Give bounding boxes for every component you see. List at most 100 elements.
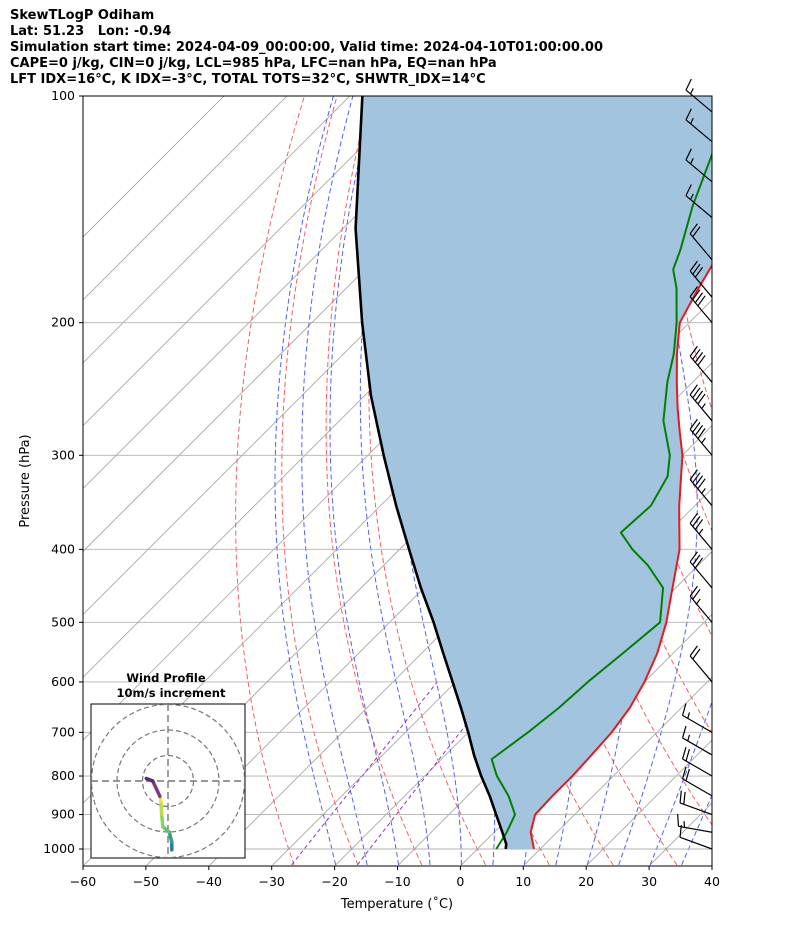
barb-staff [682, 758, 713, 777]
barb-flag [692, 648, 701, 660]
barb-flag [685, 148, 692, 161]
temperature-line [529, 263, 712, 850]
moist-adiabat-line [274, 96, 337, 866]
barb-flag [694, 352, 704, 363]
barb-flag [689, 384, 698, 396]
barb-flag [692, 226, 701, 238]
moist-adiabat-line [649, 700, 712, 866]
x-axis-ticks: −60 −50 −40 −30 −20 −10 0 10 20 30 40 [70, 866, 720, 889]
y-tick-label: 700 [51, 724, 75, 739]
barb-flag [689, 223, 698, 235]
y-axis-ticks: 100 200 300 400 500 600 700 800 900 1000 [43, 88, 83, 856]
dry-adiabat-line [368, 96, 487, 866]
barb-staff [689, 296, 713, 324]
barb-staff [689, 355, 713, 383]
wind-barb [681, 746, 713, 777]
barb-staff [689, 561, 713, 589]
barb-flag [692, 289, 701, 301]
barb-flag [685, 748, 690, 762]
barb-flag [689, 345, 698, 357]
moist-adiabat-line [713, 83, 794, 865]
barb-staff [689, 233, 713, 261]
hodograph-segment [159, 799, 164, 816]
barb-half-flag [696, 598, 701, 605]
barb-flag [694, 475, 704, 487]
barb-half-flag [698, 528, 704, 535]
barb-half-flag [690, 117, 694, 124]
wind-barb [681, 766, 713, 797]
barb-flag [692, 421, 701, 433]
wind-barb [689, 223, 713, 261]
barb-flag [685, 108, 692, 121]
location-line: Lat: 51.23 Lon: -0.94 [10, 24, 172, 39]
barb-flag [692, 263, 701, 275]
barb-flag [689, 512, 698, 524]
convective-indices: CAPE=0 j/kg, CIN=0 j/kg, LCL=985 hPa, LF… [10, 56, 497, 71]
barb-flag [681, 725, 687, 739]
dry-adiabat-line [325, 96, 423, 866]
barb-flag [689, 645, 698, 657]
barb-flag [697, 355, 706, 366]
barb-staff [682, 714, 713, 733]
barb-flag [697, 393, 706, 405]
y-tick-label: 400 [51, 541, 75, 556]
wind-barb [685, 108, 713, 143]
barb-flag [694, 519, 704, 530]
barb-flag [692, 554, 701, 566]
barb-staff [689, 655, 713, 683]
wind-barb [689, 585, 713, 623]
barb-half-flag [701, 437, 706, 444]
wind-barbs [677, 78, 713, 850]
x-tick-label: −60 [70, 874, 96, 889]
wind-barb [685, 148, 713, 183]
wind-barb [689, 512, 713, 550]
barb-staff [679, 802, 713, 816]
wind-barb [685, 78, 713, 113]
barb-flag [694, 424, 704, 436]
hodograph-segment [159, 812, 165, 829]
x-tick-label: −30 [259, 874, 285, 889]
isotherm-line [83, 96, 351, 364]
isotherm-line [713, 79, 794, 865]
wind-barb [679, 825, 713, 850]
wind-barb [681, 703, 713, 733]
barb-half-flag [701, 488, 706, 494]
barb-staff [682, 778, 713, 797]
wind-barb [689, 260, 713, 298]
chart-title: SkewTLogP Odiham [10, 8, 155, 23]
wind-barb [689, 551, 713, 589]
barb-flag [677, 813, 680, 827]
x-tick-label: 0 [456, 874, 464, 889]
barb-flag [681, 703, 687, 716]
barb-flag [697, 428, 706, 439]
moist-adiabat-line [301, 96, 368, 866]
barb-flag [685, 184, 692, 196]
wind-barb [689, 384, 713, 422]
mixing-ratio-line [291, 681, 438, 866]
barb-half-flag [690, 193, 694, 200]
barb-flag [694, 557, 704, 569]
hodograph-segment [167, 830, 174, 844]
barb-staff [682, 737, 713, 756]
isotherm-line [83, 96, 414, 427]
wind-barb [689, 469, 713, 507]
x-tick-label: −50 [133, 874, 159, 889]
hodograph-plot [91, 704, 245, 858]
barb-flag [692, 387, 701, 399]
barb-half-flag [690, 157, 694, 165]
barb-half-flag [690, 88, 694, 95]
barb-staff [689, 522, 713, 550]
wind-barb [689, 418, 713, 456]
moist-adiabat-line [329, 96, 400, 866]
barb-flag [685, 768, 690, 782]
hodograph-segment [150, 779, 162, 799]
profile-lines [354, 96, 712, 850]
x-tick-label: 10 [515, 874, 531, 889]
barb-flag [697, 295, 706, 307]
dry-adiabat-line [759, 79, 794, 865]
dry-adiabat-line [727, 79, 794, 865]
barb-flag [692, 588, 701, 600]
cape-cin-area [355, 96, 712, 849]
barb-flag [685, 78, 692, 91]
